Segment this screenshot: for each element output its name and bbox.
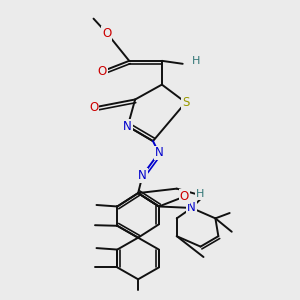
Text: N: N <box>187 202 196 214</box>
Text: O: O <box>98 65 107 78</box>
Text: N: N <box>154 146 163 160</box>
Text: O: O <box>180 190 189 203</box>
Text: N: N <box>138 169 147 182</box>
Text: H: H <box>192 56 200 66</box>
Text: N: N <box>123 120 132 133</box>
Text: O: O <box>102 27 112 40</box>
Text: H: H <box>195 189 204 199</box>
Text: O: O <box>89 101 98 114</box>
Text: S: S <box>182 96 189 109</box>
